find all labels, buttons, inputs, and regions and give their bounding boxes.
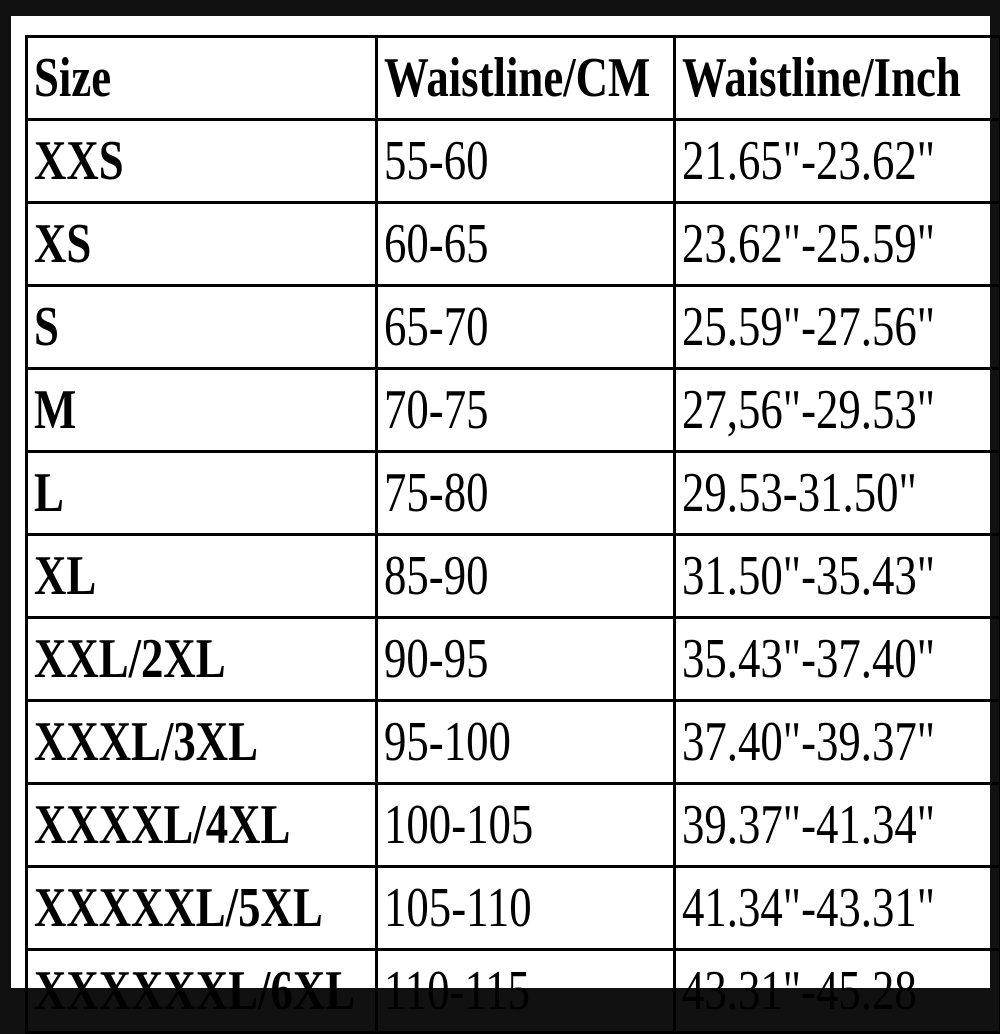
cell-waist-inch: 29.53-31.50" — [675, 452, 1000, 535]
cell-size: XXXL/3XL — [27, 701, 377, 784]
cell-size: XXXXXL/5XL — [27, 867, 377, 950]
size-value: XXXL/3XL — [34, 714, 258, 770]
table-row: XS 60-65 23.62"-25.59" — [27, 203, 1000, 286]
waist-cm-value: 90-95 — [384, 631, 489, 687]
table-row: XXXXL/4XL 100-105 39.37"-41.34" — [27, 784, 1000, 867]
waist-inch-value: 35.43"-37.40" — [682, 631, 935, 687]
size-value: XXS — [34, 133, 124, 189]
size-value: XXL/2XL — [34, 631, 226, 687]
cell-waist-inch: 31.50"-35.43" — [675, 535, 1000, 618]
header-cell-size: Size — [27, 37, 377, 120]
cell-waist-cm: 55-60 — [377, 120, 675, 203]
size-value: L — [34, 465, 64, 521]
cell-size: XS — [27, 203, 377, 286]
size-value: XL — [34, 548, 96, 604]
waist-inch-value: 29.53-31.50" — [682, 465, 917, 521]
waist-cm-value: 70-75 — [384, 382, 489, 438]
cell-waist-cm: 95-100 — [377, 701, 675, 784]
header-size: Size — [34, 50, 111, 106]
cell-size: M — [27, 369, 377, 452]
table-row: XL 85-90 31.50"-35.43" — [27, 535, 1000, 618]
waist-inch-value: 37.40"-39.37" — [682, 714, 935, 770]
cell-waist-inch: 25.59"-27.56" — [675, 286, 1000, 369]
cell-size: XXXXXXL/6XL — [27, 950, 377, 1033]
cell-waist-inch: 41.34"-43.31" — [675, 867, 1000, 950]
header-waist-cm: Waistline/CM — [384, 50, 650, 106]
cell-waist-cm: 110-115 — [377, 950, 675, 1033]
cell-size: S — [27, 286, 377, 369]
cell-waist-cm: 90-95 — [377, 618, 675, 701]
waist-cm-value: 100-105 — [384, 797, 533, 853]
cell-waist-cm: 70-75 — [377, 369, 675, 452]
cell-waist-cm: 85-90 — [377, 535, 675, 618]
cell-size: XXS — [27, 120, 377, 203]
header-cell-inch: Waistline/Inch — [675, 37, 1000, 120]
cell-waist-cm: 100-105 — [377, 784, 675, 867]
size-value: XXXXXL/5XL — [34, 880, 323, 936]
header-waist-inch: Waistline/Inch — [682, 50, 961, 106]
cell-waist-inch: 37.40"-39.37" — [675, 701, 1000, 784]
waist-inch-value: 31.50"-35.43" — [682, 548, 935, 604]
size-value: XS — [34, 216, 91, 272]
waist-cm-value: 60-65 — [384, 216, 489, 272]
size-value: S — [34, 299, 59, 355]
cell-waist-cm: 75-80 — [377, 452, 675, 535]
waist-inch-value: 27,56"-29.53" — [682, 382, 935, 438]
waist-inch-value: 21.65"-23.62" — [682, 133, 935, 189]
table-row: L 75-80 29.53-31.50" — [27, 452, 1000, 535]
size-value: XXXXXXL/6XL — [34, 963, 355, 1019]
cell-waist-inch: 35.43"-37.40" — [675, 618, 1000, 701]
waist-cm-value: 75-80 — [384, 465, 489, 521]
table-row: XXXXXXL/6XL 110-115 43.31"-45.28 — [27, 950, 1000, 1033]
waist-cm-value: 105-110 — [384, 880, 532, 936]
waist-cm-value: 65-70 — [384, 299, 489, 355]
cell-waist-cm: 65-70 — [377, 286, 675, 369]
cell-size: XL — [27, 535, 377, 618]
waist-cm-value: 55-60 — [384, 133, 489, 189]
table-row: XXXL/3XL 95-100 37.40"-39.37" — [27, 701, 1000, 784]
waist-inch-value: 43.31"-45.28 — [682, 963, 917, 1019]
table-row: XXL/2XL 90-95 35.43"-37.40" — [27, 618, 1000, 701]
size-chart-table: Size Waistline/CM Waistline/Inch XXS 55-6… — [25, 35, 1000, 1034]
cell-waist-inch: 23.62"-25.59" — [675, 203, 1000, 286]
header-cell-cm: Waistline/CM — [377, 37, 675, 120]
waist-cm-value: 85-90 — [384, 548, 489, 604]
size-chart-sheet: Size Waistline/CM Waistline/Inch XXS 55-6… — [11, 16, 990, 988]
waist-inch-value: 23.62"-25.59" — [682, 216, 935, 272]
waist-inch-value: 39.37"-41.34" — [682, 797, 935, 853]
cell-waist-cm: 60-65 — [377, 203, 675, 286]
cell-waist-cm: 105-110 — [377, 867, 675, 950]
cell-waist-inch: 21.65"-23.62" — [675, 120, 1000, 203]
waist-cm-value: 95-100 — [384, 714, 511, 770]
size-value: M — [34, 382, 76, 438]
header-row: Size Waistline/CM Waistline/Inch — [27, 37, 1000, 120]
cell-waist-inch: 39.37"-41.34" — [675, 784, 1000, 867]
table-row: XXS 55-60 21.65"-23.62" — [27, 120, 1000, 203]
cell-size: XXL/2XL — [27, 618, 377, 701]
waist-cm-value: 110-115 — [384, 963, 530, 1019]
waist-inch-value: 25.59"-27.56" — [682, 299, 935, 355]
cell-waist-inch: 27,56"-29.53" — [675, 369, 1000, 452]
cell-waist-inch: 43.31"-45.28 — [675, 950, 1000, 1033]
cell-size: L — [27, 452, 377, 535]
table-row: XXXXXL/5XL 105-110 41.34"-43.31" — [27, 867, 1000, 950]
size-value: XXXXL/4XL — [34, 797, 290, 853]
cell-size: XXXXL/4XL — [27, 784, 377, 867]
table-row: M 70-75 27,56"-29.53" — [27, 369, 1000, 452]
table-row: S 65-70 25.59"-27.56" — [27, 286, 1000, 369]
waist-inch-value: 41.34"-43.31" — [682, 880, 935, 936]
